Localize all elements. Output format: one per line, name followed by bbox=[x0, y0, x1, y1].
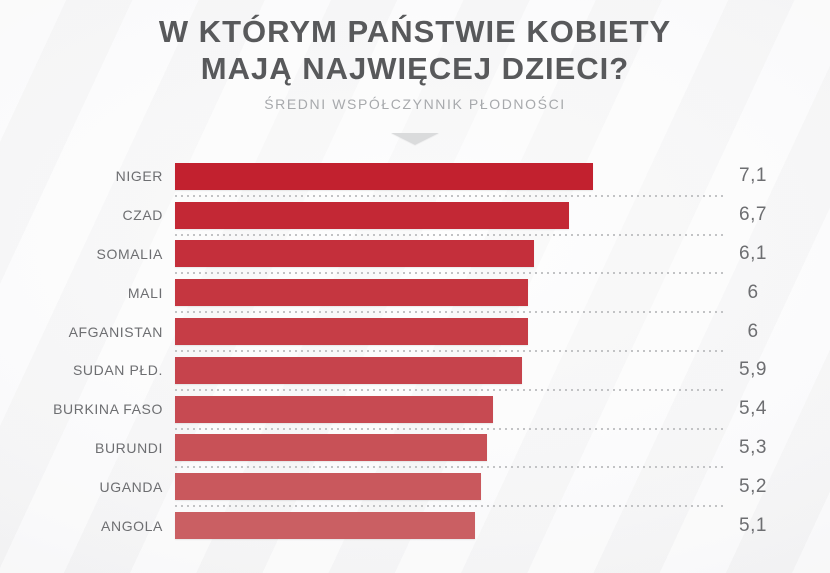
bar-label: BURKINA FASO bbox=[53, 401, 163, 418]
bar-value: 6,1 bbox=[739, 242, 767, 264]
bar-label: SUDAN PŁD. bbox=[72, 362, 163, 379]
bar-row: NIGER 7,1 bbox=[0, 157, 830, 197]
bar bbox=[175, 395, 493, 423]
bar-label: BURUNDI bbox=[95, 439, 163, 456]
chevron-down-icon bbox=[391, 133, 439, 145]
bar bbox=[175, 279, 528, 307]
row-separator bbox=[175, 466, 723, 469]
bar-label: AFGANISTAN bbox=[68, 323, 163, 340]
bar-value: 5,1 bbox=[739, 514, 767, 536]
row-separator bbox=[175, 233, 723, 236]
bar-value: 7,1 bbox=[739, 165, 767, 187]
row-separator bbox=[175, 427, 723, 430]
bar-row: BURUNDI 5,3 bbox=[0, 429, 830, 469]
chart-header: W KTÓRYM PAŃSTWIE KOBIETY MAJĄ NAJWIĘCEJ… bbox=[0, 0, 830, 145]
page-title-line1: W KTÓRYM PAŃSTWIE KOBIETY bbox=[158, 14, 672, 49]
chart-subtitle: ŚREDNI WSPÓŁCZYNNIK PŁODNOŚCI bbox=[264, 96, 566, 112]
row-separator bbox=[175, 311, 723, 314]
bar-label: UGANDA bbox=[99, 478, 163, 495]
bar-value: 5,9 bbox=[739, 359, 767, 381]
bar bbox=[175, 318, 528, 346]
bar-value: 6 bbox=[747, 281, 759, 303]
row-separator bbox=[175, 388, 723, 391]
row-separator bbox=[175, 194, 723, 197]
bar-label: NIGER bbox=[115, 168, 163, 185]
bar-row: SUDAN PŁD. 5,9 bbox=[0, 351, 830, 391]
bar-label: SOMALIA bbox=[96, 245, 163, 262]
bar bbox=[175, 162, 593, 190]
row-separator bbox=[175, 505, 723, 508]
page-title-line2: MAJĄ NAJWIĘCEJ DZIECI? bbox=[200, 51, 630, 86]
bar-row: BURKINA FASO 5,4 bbox=[0, 390, 830, 430]
bar bbox=[175, 434, 487, 462]
row-separator bbox=[175, 272, 723, 275]
bar bbox=[175, 473, 481, 501]
bar bbox=[175, 201, 569, 229]
bar-value: 5,2 bbox=[739, 475, 767, 497]
bar-row: CZAD 6,7 bbox=[0, 196, 830, 236]
bar-value: 5,4 bbox=[739, 398, 767, 420]
bar-chart: NIGER 7,1 CZAD 6,7 SOMALIA 6,1 MALI 6 AFGANISTAN… bbox=[0, 157, 830, 545]
bar-label: MALI bbox=[127, 284, 163, 301]
bar bbox=[175, 356, 522, 384]
bar-value: 6 bbox=[747, 320, 759, 342]
bar-row: MALI 6 bbox=[0, 273, 830, 314]
bar-row: SOMALIA 6,1 bbox=[0, 235, 830, 275]
bar-row: UGANDA 5,2 bbox=[0, 467, 830, 508]
bar-label: ANGOLA bbox=[101, 517, 163, 534]
bar-value: 6,7 bbox=[739, 204, 767, 226]
bar bbox=[175, 240, 534, 268]
bar-value: 5,3 bbox=[739, 436, 767, 458]
row-separator bbox=[175, 349, 723, 352]
bar-row: AFGANISTAN 6 bbox=[0, 312, 830, 352]
bar-row: ANGOLA 5,1 bbox=[0, 506, 830, 545]
bar bbox=[175, 512, 475, 540]
bar-label: CZAD bbox=[122, 207, 163, 224]
